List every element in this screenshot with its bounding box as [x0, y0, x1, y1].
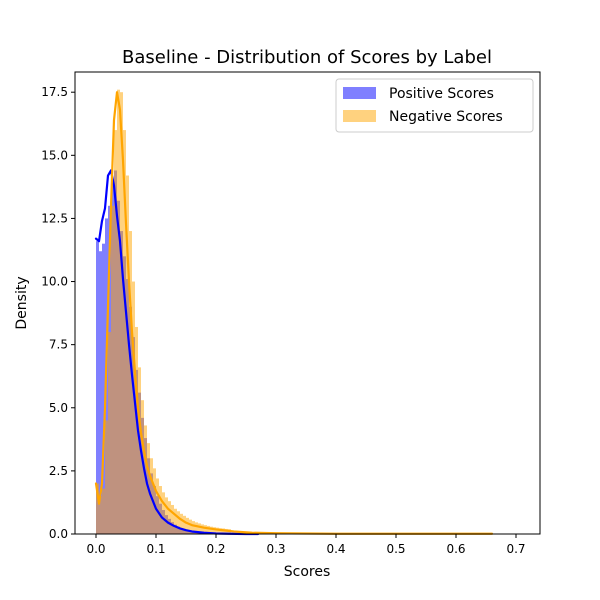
y-tick-label: 7.5 [49, 338, 68, 352]
x-tick-label: 0.0 [86, 542, 105, 556]
series-1-bar-34 [198, 523, 201, 534]
y-tick-label: 5.0 [49, 401, 68, 415]
x-tick-label: 0.2 [206, 542, 225, 556]
kde-curves [94, 91, 494, 536]
x-axis-ticks: 0.0 0.1 0.2 0.3 0.4 0.5 0.6 0.7 [86, 534, 526, 556]
y-tick-label: 17.5 [41, 85, 68, 99]
series-1-bar-2 [102, 488, 105, 534]
series-1-bar-35 [201, 524, 204, 534]
x-axis-label: Scores [284, 564, 331, 580]
series-1-bar-29 [183, 515, 186, 534]
series-1-bar-7 [117, 89, 120, 535]
series-1-bar-25 [171, 504, 174, 534]
series-1-bar-5 [111, 205, 114, 534]
legend-swatch-negative [343, 110, 376, 122]
series-1-bar-31 [189, 519, 192, 534]
y-tick-label: 10.0 [41, 275, 68, 289]
series-1-bar-21 [159, 486, 162, 534]
series-1-bar-41 [219, 528, 222, 534]
series-1-bar-30 [186, 517, 189, 534]
axes-frame [74, 71, 541, 535]
x-tick-label: 0.7 [506, 542, 525, 556]
series-1-bar-9 [123, 130, 126, 535]
series-0-kde-line [94, 169, 260, 536]
series-1-bar-14 [138, 367, 141, 534]
y-tick-label: 0.0 [49, 527, 68, 541]
series-1-bar-6 [114, 130, 117, 535]
series-1-bar-8 [120, 92, 123, 535]
series-1-bar-32 [192, 521, 195, 534]
series-1-bar-15 [141, 400, 144, 534]
series-1-bar-38 [210, 526, 213, 534]
legend-label-positive: Positive Scores [389, 86, 494, 102]
legend: Positive Scores Negative Scores [335, 78, 534, 133]
series-1-bar-10 [126, 175, 129, 535]
y-tick-label: 2.5 [49, 464, 68, 478]
series-1-bar-3 [105, 420, 108, 534]
y-tick-label: 12.5 [41, 211, 68, 225]
series-1-bar-40 [216, 527, 219, 534]
series-1-bar-27 [177, 511, 180, 534]
legend-box [335, 78, 534, 133]
x-tick-label: 0.6 [446, 542, 465, 556]
series-1-bar-11 [129, 231, 132, 534]
y-axis-ticks: 0.0 2.5 5.0 7.5 10.0 12.5 15.0 17.5 [41, 85, 75, 541]
series-1-bar-13 [135, 326, 138, 534]
series-1-bar-24 [168, 501, 171, 534]
series-1-bar-4 [108, 332, 111, 534]
x-tick-label: 0.4 [326, 542, 345, 556]
chart-title: Baseline - Distribution of Scores by Lab… [122, 47, 492, 68]
series-1-bar-37 [207, 525, 210, 534]
series-1-bar-28 [180, 513, 183, 534]
series-0-bar-2 [102, 243, 105, 535]
series-1-bar-0 [96, 483, 99, 534]
histogram-bars [96, 89, 231, 535]
series-1-bar-36 [204, 525, 207, 534]
series-0-bar-1 [99, 251, 102, 534]
series-1-bar-26 [174, 508, 177, 534]
series-0-bar-0 [96, 241, 99, 535]
series-1-bar-22 [162, 492, 165, 534]
series-1-bar-12 [132, 281, 135, 534]
series-1-bar-39 [213, 527, 216, 534]
y-axis-label: Density [14, 276, 30, 329]
series-1-bar-23 [165, 497, 168, 534]
x-tick-label: 0.5 [386, 542, 405, 556]
y-tick-label: 15.0 [41, 148, 68, 162]
legend-swatch-positive [343, 87, 376, 99]
series-1-bar-20 [156, 478, 159, 534]
legend-label-negative: Negative Scores [389, 109, 503, 125]
series-1-bar-19 [153, 468, 156, 534]
plot-area [94, 89, 494, 536]
x-tick-label: 0.1 [146, 542, 165, 556]
series-1-bar-33 [195, 522, 198, 534]
series-1-kde-line [94, 91, 494, 535]
x-tick-label: 0.3 [266, 542, 285, 556]
series-1-bar-1 [99, 496, 102, 534]
